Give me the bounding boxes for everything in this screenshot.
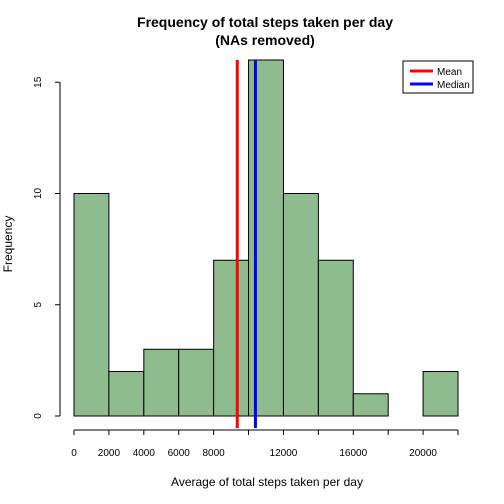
histogram-bar [73,193,110,417]
chart-title-line1: Frequency of total steps taken per day [137,14,393,30]
y-axis: 0 5 10 15 [33,76,61,419]
chart-title-line2: (NAs removed) [215,32,315,48]
y-tick-label: 0 [33,413,44,419]
x-tick-label: 12000 [270,448,298,459]
legend-box [402,60,474,94]
histogram-bar [108,371,145,417]
histogram-bar [422,371,459,417]
x-tick-label: 8000 [203,448,226,459]
x-tick-label: 4000 [133,448,156,459]
x-tick-label: 0 [71,448,77,459]
x-axis: 0 2000 4000 6000 8000 12000 16000 20000 [71,429,459,459]
legend-label-mean: Mean [437,67,462,78]
x-tick-label: 6000 [168,448,191,459]
legend-label-median: Median [437,80,470,91]
legend: Mean Median [402,60,474,94]
reference-lines-group [235,60,257,428]
y-tick-label: 5 [33,302,44,308]
histogram-bar [282,193,319,417]
histogram-bar [213,259,250,417]
x-tick-label: 16000 [339,448,367,459]
y-tick-label: 15 [33,76,44,88]
histogram-bar [352,393,389,417]
bars-group [73,59,459,417]
y-tick-label: 10 [33,188,44,200]
x-tick-label: 20000 [409,448,437,459]
histogram-bar [317,259,354,417]
x-axis-label: Average of total steps taken per day [171,475,363,489]
histogram-bar [178,348,215,417]
x-tick-label: 2000 [98,448,121,459]
histogram-bar [143,348,180,417]
y-axis-label: Frequency [1,216,15,273]
histogram-bar [248,59,284,417]
